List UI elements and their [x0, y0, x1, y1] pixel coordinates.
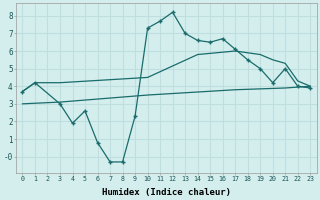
X-axis label: Humidex (Indice chaleur): Humidex (Indice chaleur) [102, 188, 231, 197]
